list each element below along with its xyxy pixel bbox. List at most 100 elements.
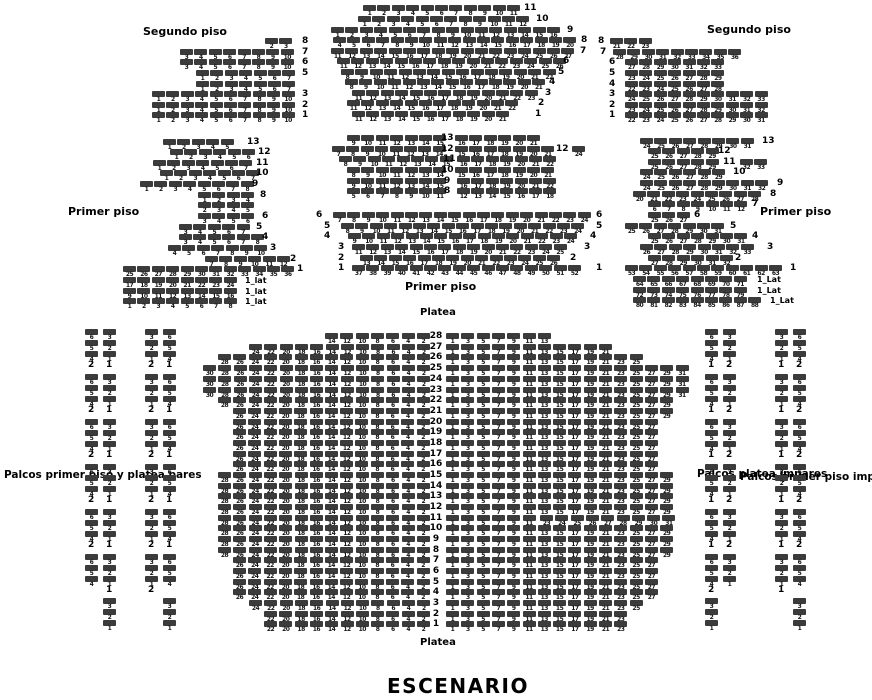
seat[interactable]: 9 bbox=[361, 167, 375, 179]
seat[interactable]: 1 bbox=[446, 451, 459, 463]
seat[interactable]: 3 bbox=[180, 102, 194, 114]
seat[interactable]: 18 bbox=[294, 504, 308, 516]
seat[interactable]: 21 bbox=[529, 156, 542, 168]
seat[interactable]: 15 bbox=[553, 547, 567, 559]
seat[interactable]: 20 bbox=[633, 191, 646, 203]
seat[interactable]: 27 bbox=[644, 525, 658, 537]
seat[interactable]: 5 bbox=[476, 547, 490, 559]
seat[interactable]: 17 bbox=[568, 397, 582, 409]
seat[interactable]: 29 bbox=[697, 91, 710, 103]
seat[interactable]: 21 bbox=[599, 461, 612, 473]
seat[interactable]: 4 bbox=[793, 531, 806, 543]
seat[interactable]: 25 bbox=[648, 212, 661, 224]
seat[interactable]: 30 bbox=[740, 112, 754, 124]
seat[interactable]: 22 bbox=[542, 69, 556, 81]
seat[interactable]: 19 bbox=[583, 547, 597, 559]
seat[interactable]: 17 bbox=[568, 504, 582, 516]
seat[interactable]: 12 bbox=[340, 472, 354, 484]
seat[interactable]: 12 bbox=[340, 568, 354, 580]
seat[interactable]: 32 bbox=[755, 180, 769, 192]
seat[interactable]: 28 bbox=[697, 70, 710, 82]
seat[interactable]: 23 bbox=[614, 451, 628, 463]
seat[interactable]: 23 bbox=[549, 233, 563, 245]
seat[interactable]: 23 bbox=[614, 408, 628, 420]
seat[interactable]: 8 bbox=[371, 365, 385, 377]
seat[interactable]: 4 bbox=[193, 234, 207, 246]
seat[interactable]: 20 bbox=[279, 397, 293, 409]
seat[interactable]: 12 bbox=[390, 178, 404, 190]
seat[interactable]: 5 bbox=[476, 397, 490, 409]
seat[interactable]: 5 bbox=[253, 81, 267, 93]
seat[interactable]: 2 bbox=[723, 430, 736, 442]
seat[interactable]: 25 bbox=[648, 159, 661, 171]
seat[interactable]: 5 bbox=[476, 504, 490, 516]
seat[interactable]: 13 bbox=[537, 397, 551, 409]
seat[interactable]: 20 bbox=[563, 37, 577, 49]
seat[interactable]: 19 bbox=[499, 223, 513, 235]
seat[interactable]: 3 bbox=[461, 600, 475, 612]
seat[interactable]: 2 bbox=[416, 408, 430, 420]
seat[interactable]: 18 bbox=[294, 397, 308, 409]
seat[interactable]: 2 bbox=[167, 160, 181, 172]
seat[interactable]: 5 bbox=[210, 160, 224, 172]
seat[interactable]: 9 bbox=[507, 568, 521, 580]
seat[interactable]: 12 bbox=[277, 256, 290, 268]
seat[interactable]: 7 bbox=[236, 234, 250, 246]
seat[interactable]: 3 bbox=[705, 598, 718, 610]
seat[interactable]: 1 bbox=[145, 351, 158, 363]
seat[interactable]: 6 bbox=[705, 509, 718, 521]
seat[interactable]: 19 bbox=[583, 440, 597, 452]
seat[interactable]: 12 bbox=[340, 461, 354, 473]
seat[interactable]: 18 bbox=[485, 69, 498, 81]
seat[interactable]: 9 bbox=[507, 525, 521, 537]
seat[interactable]: 5 bbox=[793, 565, 806, 577]
seat[interactable]: 27 bbox=[683, 180, 697, 192]
seat[interactable]: 1 bbox=[446, 429, 459, 441]
seat[interactable]: 19 bbox=[583, 536, 597, 548]
seat[interactable]: 15 bbox=[433, 178, 447, 190]
seat[interactable]: 2 bbox=[103, 520, 116, 532]
seat[interactable]: 1 bbox=[152, 102, 165, 114]
seat[interactable]: 17 bbox=[483, 167, 497, 179]
seat[interactable]: 5 bbox=[197, 181, 211, 193]
seat[interactable]: 14 bbox=[431, 79, 445, 91]
seat[interactable]: 14 bbox=[325, 333, 338, 345]
seat[interactable]: 10 bbox=[369, 69, 383, 81]
seat[interactable]: 83 bbox=[676, 297, 690, 309]
seat[interactable]: 2 bbox=[372, 16, 386, 28]
seat[interactable]: 2 bbox=[417, 611, 430, 623]
seat[interactable]: 3 bbox=[461, 387, 475, 399]
seat[interactable]: 21 bbox=[599, 344, 612, 356]
seat[interactable]: 24 bbox=[248, 354, 262, 366]
seat[interactable]: 21 bbox=[534, 212, 548, 224]
seat[interactable]: 3 bbox=[461, 557, 475, 569]
seat[interactable]: 6 bbox=[85, 509, 98, 521]
seat[interactable]: 17 bbox=[568, 408, 582, 420]
seat[interactable]: 3 bbox=[461, 536, 475, 548]
seat[interactable]: 19 bbox=[452, 58, 466, 70]
seat[interactable]: 1 bbox=[446, 621, 459, 633]
seat[interactable]: 26 bbox=[547, 255, 561, 267]
seat[interactable]: 1 bbox=[446, 547, 459, 559]
seat[interactable]: 22 bbox=[505, 100, 519, 112]
seat[interactable]: 12 bbox=[448, 37, 462, 49]
seat[interactable]: 7 bbox=[444, 16, 458, 28]
seat[interactable]: 15 bbox=[448, 212, 462, 224]
seat[interactable]: 23 bbox=[614, 419, 628, 431]
seat[interactable]: 23 bbox=[614, 547, 628, 559]
seat[interactable]: 10 bbox=[355, 429, 369, 441]
seat[interactable]: 3 bbox=[461, 461, 475, 473]
seat[interactable]: 8 bbox=[371, 493, 384, 505]
seat[interactable]: 16 bbox=[309, 354, 323, 366]
seat[interactable]: 7 bbox=[205, 256, 218, 268]
seat[interactable]: 14 bbox=[325, 621, 339, 633]
seat[interactable]: 5 bbox=[208, 49, 222, 61]
seat[interactable]: 11 bbox=[522, 515, 536, 527]
seat[interactable]: 22 bbox=[263, 472, 277, 484]
seat[interactable]: 27 bbox=[644, 493, 658, 505]
seat[interactable]: 12 bbox=[340, 557, 354, 569]
seat[interactable]: 5 bbox=[476, 621, 490, 633]
seat[interactable]: 9 bbox=[240, 245, 253, 257]
seat[interactable]: 28 bbox=[697, 102, 710, 114]
seat[interactable]: 17 bbox=[568, 568, 582, 580]
